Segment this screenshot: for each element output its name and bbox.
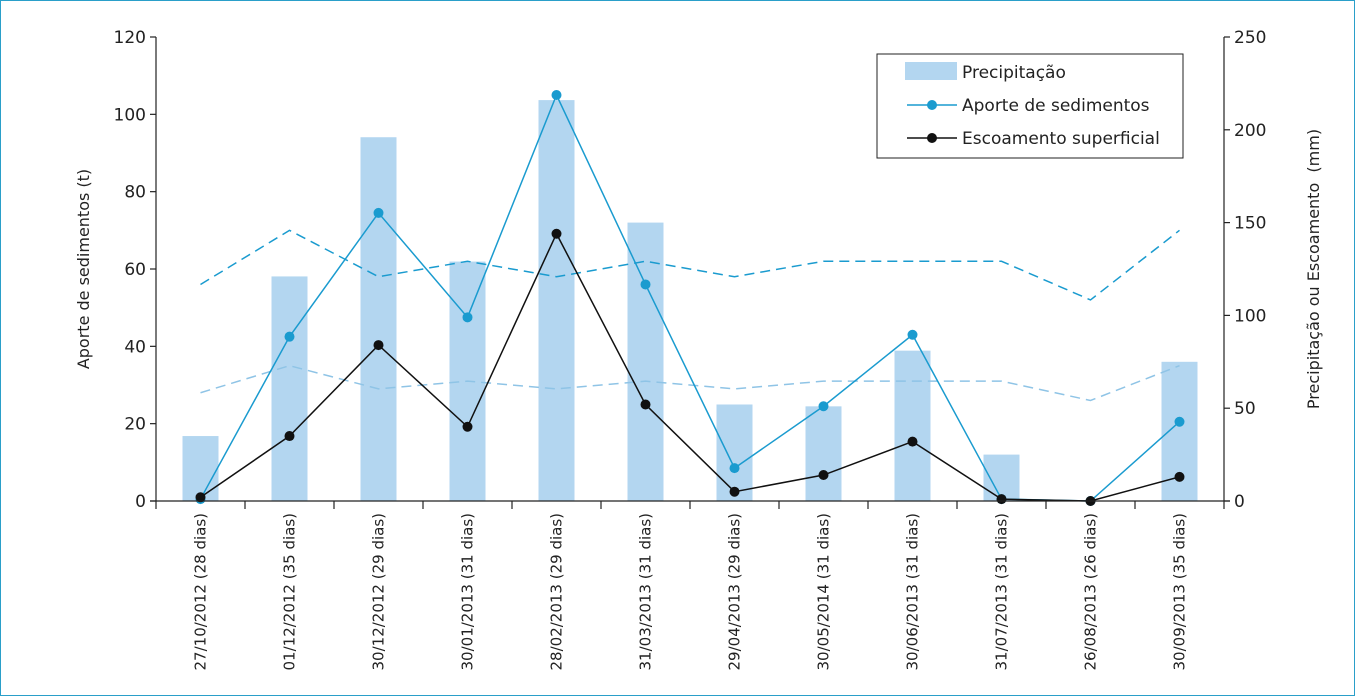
y2-axis-title: Precipitação ou Escoamento (mm) bbox=[1304, 129, 1323, 409]
aporte-de-sedimentos-point bbox=[284, 331, 295, 342]
y-tick-label: 0 bbox=[135, 492, 146, 512]
axes: 0 20 40 60 80 100 120 0 50 100 150 200 250 bbox=[114, 28, 1267, 512]
category-label: 30/09/2013 (35 dias) bbox=[1171, 513, 1189, 670]
aporte-de-sedimentos-point bbox=[640, 279, 651, 290]
precipitation-bar bbox=[538, 100, 575, 501]
dashed-line-1 bbox=[200, 229, 1180, 301]
escoamento-superficial-point bbox=[907, 436, 918, 447]
category-label: 26/08/2013 (26 dias) bbox=[1082, 513, 1100, 670]
escoamento-superficial-point bbox=[462, 421, 473, 432]
y-tick-label: 80 bbox=[124, 183, 146, 203]
escoamento-superficial-point bbox=[818, 470, 829, 481]
y2-tick-label: 250 bbox=[1234, 28, 1266, 48]
precipitation-bar bbox=[360, 137, 397, 501]
legend-marker-aporte-de-sedimentos bbox=[927, 100, 937, 110]
escoamento-superficial-point bbox=[284, 431, 295, 442]
aporte-de-sedimentos-point bbox=[907, 329, 918, 340]
category-label: 30/06/2013 (31 dias) bbox=[904, 513, 922, 670]
y-tick-label: 100 bbox=[114, 105, 146, 125]
legend-label-aporte-de-sedimentos: Aporte de sedimentos bbox=[962, 96, 1150, 116]
y-tick-label: 120 bbox=[114, 28, 146, 48]
legend-label-escoamento-superficial: Escoamento superficial bbox=[962, 129, 1160, 149]
escoamento-superficial-point bbox=[551, 228, 562, 239]
legend-marker-escoamento-superficial bbox=[927, 133, 937, 143]
category-labels: 27/10/2012 (28 dias) 01/12/2012 (35 dias)… bbox=[192, 513, 1189, 670]
legend-label-precipitacao: Precipitação bbox=[962, 63, 1066, 83]
escoamento-superficial-point bbox=[996, 494, 1007, 505]
dashed-line-2 bbox=[200, 364, 1180, 402]
aporte-de-sedimentos-point bbox=[729, 463, 740, 474]
precipitation-bars bbox=[182, 100, 1198, 501]
legend: Precipitação Aporte de sedimentos Escoamen… bbox=[876, 53, 1184, 159]
precipitation-bar bbox=[627, 222, 664, 501]
series-lines bbox=[195, 90, 1185, 506]
escoamento-superficial-line bbox=[200, 232, 1180, 502]
precipitation-bar bbox=[894, 350, 931, 501]
category-label: 28/02/2013 (29 dias) bbox=[548, 513, 566, 670]
y-tick-label: 20 bbox=[124, 415, 146, 435]
y2-tick-label: 50 bbox=[1234, 399, 1256, 419]
dashed-lines bbox=[200, 229, 1180, 402]
legend-swatch-precipitacao bbox=[905, 62, 957, 80]
precipitation-bar bbox=[182, 436, 219, 501]
category-label: 30/12/2012 (29 dias) bbox=[370, 513, 388, 670]
category-label: 31/03/2013 (31 dias) bbox=[637, 513, 655, 670]
y-tick-label: 60 bbox=[124, 260, 146, 280]
escoamento-superficial-point bbox=[373, 340, 384, 351]
y-axis-title: Aporte de sedimentos (t) bbox=[74, 169, 93, 369]
aporte-de-sedimentos-point bbox=[373, 207, 384, 218]
precipitation-bar bbox=[983, 454, 1020, 501]
aporte-de-sedimentos-point bbox=[551, 90, 562, 100]
category-label: 29/04/2013 (29 dias) bbox=[726, 513, 744, 670]
precipitation-bar bbox=[716, 404, 753, 501]
y2-tick-label: 0 bbox=[1234, 492, 1245, 512]
escoamento-superficial-point bbox=[640, 399, 651, 410]
precipitation-bar bbox=[805, 406, 842, 501]
escoamento-superficial-point bbox=[729, 486, 740, 497]
y2-tick-label: 150 bbox=[1234, 214, 1266, 234]
escoamento-superficial-point bbox=[1174, 471, 1185, 482]
precipitation-bar bbox=[271, 276, 308, 501]
escoamento-superficial-point bbox=[195, 492, 206, 503]
category-label: 31/07/2013 (31 dias) bbox=[993, 513, 1011, 670]
y2-tick-label: 100 bbox=[1234, 306, 1266, 326]
category-label: 30/01/2013 (31 dias) bbox=[459, 513, 477, 670]
category-label: 30/05/2014 (31 dias) bbox=[815, 513, 833, 670]
y-tick-label: 40 bbox=[124, 337, 146, 357]
category-label: 01/12/2012 (35 dias) bbox=[281, 513, 299, 670]
aporte-de-sedimentos-point bbox=[1174, 416, 1185, 427]
aporte-de-sedimentos-point bbox=[462, 312, 473, 323]
category-label: 27/10/2012 (28 dias) bbox=[192, 513, 210, 670]
aporte-de-sedimentos-point bbox=[818, 401, 829, 412]
y2-tick-label: 200 bbox=[1234, 121, 1266, 141]
